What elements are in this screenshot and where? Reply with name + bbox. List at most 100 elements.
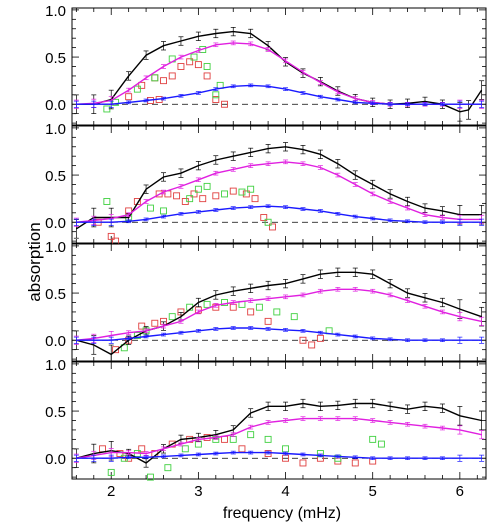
red-square-point [212, 96, 220, 103]
red-square-point [242, 190, 250, 198]
green-square-point [221, 299, 228, 306]
green-square-point [160, 207, 167, 215]
panel-frame [71, 243, 487, 362]
green-square-point [181, 445, 189, 453]
red-square-point [138, 81, 146, 89]
x-axis-label: frequency (mHz) [223, 505, 341, 522]
red-square-point [99, 445, 106, 453]
red-square-point [221, 435, 228, 443]
black-series-line [76, 402, 482, 464]
y-axis-label: absorption [25, 222, 44, 301]
red-square-point [221, 100, 228, 108]
red-square-point [199, 195, 207, 203]
black-series-line [76, 30, 483, 113]
magenta-series-line [76, 288, 482, 341]
green-square-point [282, 445, 289, 453]
y-tick-label: 1.0 [45, 3, 66, 20]
green-square-point [221, 190, 228, 198]
blue-series-line [76, 327, 482, 341]
green-square-point [264, 435, 272, 443]
red-square-point [190, 190, 198, 198]
green-square-point [151, 74, 159, 82]
x-tick-label: 5 [369, 483, 377, 500]
red-square-point [173, 192, 181, 200]
red-square-point [112, 346, 120, 354]
green-square-point [273, 308, 281, 316]
red-square-point [160, 77, 167, 85]
y-tick-label: 0.5 [45, 50, 66, 67]
green-square-point [203, 182, 211, 190]
panel-2: 0.0 0.5 1.0 [45, 121, 487, 245]
black-series-line [76, 146, 482, 230]
red-square-point [229, 187, 237, 195]
panel-4: 0.0 0.5 1.0 2 3 4 5 6 [45, 357, 487, 500]
x-tick-label: 3 [194, 483, 202, 500]
green-square-point [146, 473, 154, 481]
y-tick-label: 1.0 [45, 239, 66, 256]
magenta-series-line [76, 417, 482, 459]
y-tick-label: 0.0 [45, 97, 66, 114]
panels-layer: 0.0 0.5 1.0 0.0 0.5 1.0 0.0 0.5 1.0 0.0 0.5 1.0 2 3 4 5… [45, 3, 487, 500]
green-square-point [120, 344, 128, 352]
green-square-point [164, 464, 172, 472]
green-square-point [247, 431, 255, 439]
green-square-point [212, 91, 220, 99]
y-tick-label: 0.5 [45, 168, 66, 185]
red-square-point [107, 232, 115, 240]
red-square-point [308, 341, 316, 349]
blue-series-line [76, 84, 482, 105]
green-square-point [229, 435, 237, 443]
green-square-point [133, 85, 141, 93]
y-tick-label: 0.5 [45, 286, 66, 303]
red-square-point [299, 336, 307, 344]
red-square-point [229, 303, 237, 311]
x-tick-label: 4 [281, 483, 289, 500]
black-series-line [76, 271, 482, 356]
green-square-point [203, 63, 211, 70]
y-tick-label: 0.0 [45, 333, 66, 350]
green-square-point [264, 218, 272, 226]
y-tick-label: 0.5 [45, 404, 66, 421]
red-square-point [316, 334, 324, 342]
green-square-point [369, 435, 377, 443]
red-square-point [238, 445, 246, 453]
x-tick-label: 2 [107, 483, 115, 500]
red-square-point [269, 223, 276, 231]
green-square-point [103, 198, 111, 205]
x-tick-label: 6 [456, 483, 464, 500]
red-square-point [125, 93, 133, 101]
blue-series-line [76, 205, 482, 223]
magenta-series-line [76, 42, 482, 105]
red-square-point [264, 450, 272, 457]
red-square-point [168, 72, 176, 80]
panel-1: 0.0 0.5 1.0 [45, 3, 487, 126]
green-square-point [133, 332, 141, 339]
y-tick-label: 1.0 [45, 121, 66, 138]
panel-frame [71, 125, 487, 244]
green-square-point [247, 185, 255, 193]
red-square-point [186, 58, 194, 66]
red-square-point [194, 61, 202, 69]
red-square-point [116, 450, 124, 457]
green-square-point [190, 53, 198, 61]
red-square-point [138, 445, 146, 453]
red-square-point [251, 195, 259, 203]
red-square-point [212, 192, 220, 200]
red-square-point [264, 317, 272, 325]
red-square-point [138, 322, 146, 330]
green-square-point [186, 195, 194, 203]
red-square-point [151, 319, 159, 327]
green-square-point [194, 185, 202, 193]
blue-series-line [76, 451, 482, 459]
red-square-point [247, 308, 255, 316]
y-tick-label: 1.0 [45, 357, 66, 374]
green-square-point [377, 440, 385, 448]
red-square-point [151, 74, 159, 82]
green-square-point [107, 468, 115, 476]
red-square-point [177, 63, 185, 70]
red-square-point [351, 459, 359, 467]
green-square-point [255, 303, 263, 311]
green-square-point [168, 313, 176, 321]
red-square-point [299, 459, 307, 467]
